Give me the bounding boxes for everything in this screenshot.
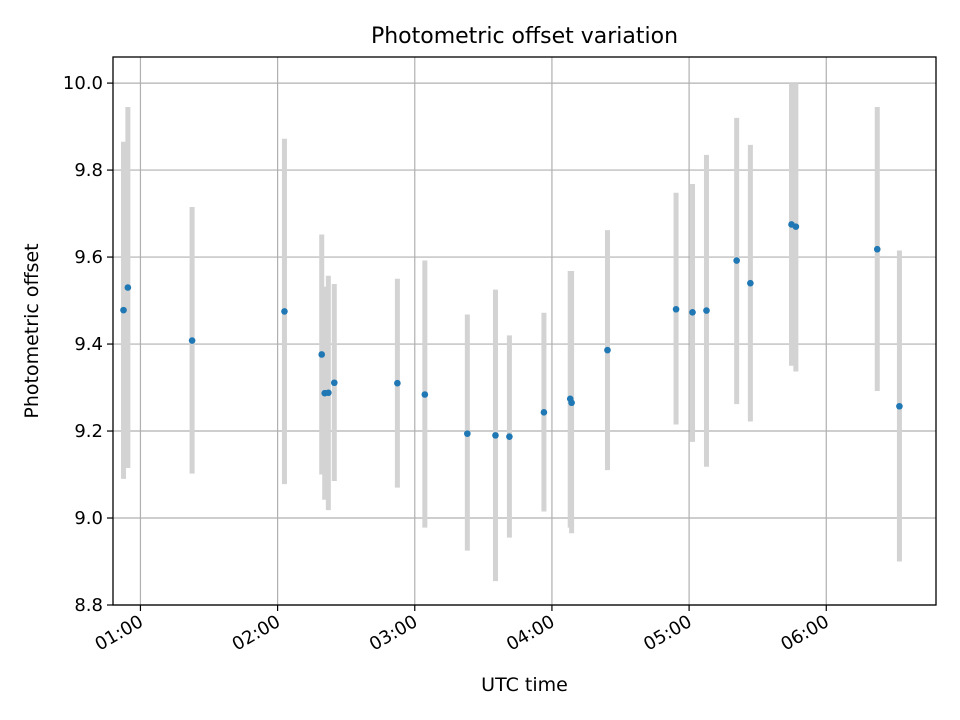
data-point <box>873 245 881 253</box>
data-point <box>689 308 696 316</box>
data-points <box>120 221 903 440</box>
data-point <box>188 337 196 344</box>
y-tick-label: 9.2 <box>74 421 103 442</box>
data-point <box>703 307 710 314</box>
data-point <box>747 279 754 287</box>
y-tick-label: 9.4 <box>74 334 103 355</box>
x-tick-label: 05:00 <box>640 611 695 655</box>
data-point <box>492 432 499 439</box>
data-point <box>124 284 132 291</box>
data-point <box>672 305 680 313</box>
axis-ticks: 8.8 9.0 9.2 9.4 9.6 9.8 10.0 01:00 02:00 03:00 04:… <box>63 73 833 655</box>
x-tick-label: 04:00 <box>503 611 558 655</box>
y-tick-label: 9.8 <box>74 160 103 181</box>
data-point <box>325 389 332 397</box>
y-tick-label: 8.8 <box>74 595 103 616</box>
y-axis-label: Photometric offset <box>21 243 43 418</box>
data-point <box>281 308 288 315</box>
data-point <box>506 433 513 440</box>
data-point <box>120 306 127 314</box>
chart-title: Photometric offset variation <box>371 24 678 49</box>
data-point <box>896 402 903 410</box>
data-point <box>318 351 326 358</box>
data-point <box>604 346 611 354</box>
data-point <box>330 379 338 387</box>
y-tick-label: 9.0 <box>74 508 103 529</box>
errorbars <box>121 83 902 582</box>
x-tick-label: 06:00 <box>777 611 832 655</box>
data-point <box>792 223 800 230</box>
data-point <box>568 399 575 407</box>
y-tick-label: 10.0 <box>63 73 103 94</box>
grid <box>113 57 936 606</box>
data-point <box>394 379 401 387</box>
data-point <box>540 409 548 416</box>
plot-frame <box>112 56 937 606</box>
x-tick-label: 01:00 <box>92 611 147 655</box>
data-point <box>733 257 740 264</box>
x-axis-label: UTC time <box>481 674 568 696</box>
y-tick-label: 9.6 <box>74 247 103 268</box>
data-point <box>464 430 471 437</box>
data-point <box>421 391 429 398</box>
x-tick-label: 02:00 <box>229 611 284 655</box>
x-tick-label: 03:00 <box>366 611 421 655</box>
